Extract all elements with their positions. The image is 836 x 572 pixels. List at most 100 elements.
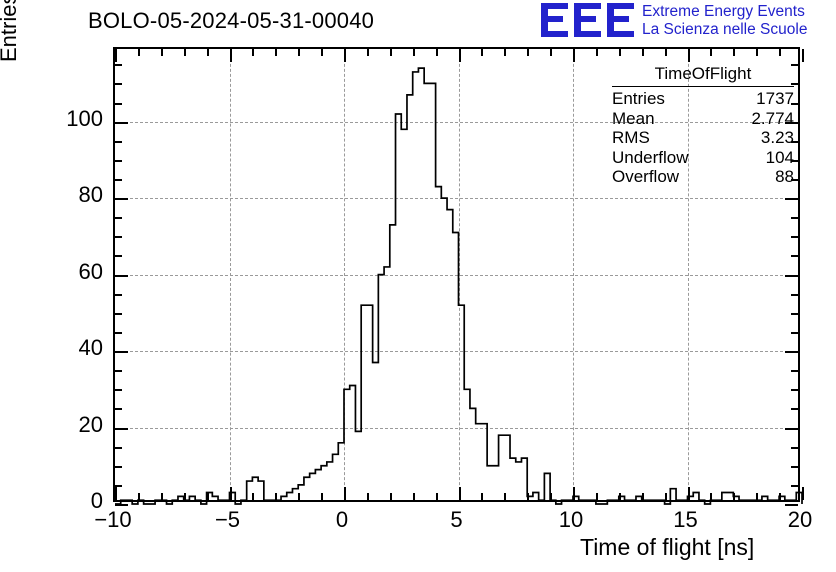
x-tick-minor bbox=[183, 493, 186, 500]
y-tick-label: 40 bbox=[78, 335, 103, 361]
x-tick-label: 10 bbox=[558, 507, 584, 532]
y-tick-minor bbox=[115, 159, 122, 162]
stats-row-value: 104 bbox=[765, 147, 794, 167]
histogram-outline bbox=[115, 67, 803, 505]
x-tick-label: 15 bbox=[673, 507, 698, 532]
y-tick-minor bbox=[115, 255, 122, 258]
x-tick-minor-top bbox=[206, 49, 209, 56]
gridline-horizontal bbox=[115, 274, 798, 276]
y-tick-minor-right bbox=[791, 159, 798, 162]
y-tick-minor-right bbox=[791, 102, 798, 105]
x-tick-label: 5 bbox=[450, 507, 463, 532]
x-tick-major-top bbox=[687, 49, 690, 62]
y-tick-minor bbox=[115, 217, 122, 220]
stats-title: TimeOfFlight bbox=[654, 64, 752, 83]
y-tick-major bbox=[115, 427, 128, 430]
x-tick-minor bbox=[298, 493, 301, 500]
gridline-vertical bbox=[573, 49, 574, 500]
stats-divider bbox=[612, 86, 794, 87]
y-tick-minor bbox=[115, 408, 122, 411]
y-tick-major-right bbox=[785, 121, 798, 124]
y-tick-minor bbox=[115, 331, 122, 334]
y-tick-minor-right bbox=[791, 293, 798, 296]
stats-row-label: Mean bbox=[612, 108, 655, 128]
x-tick-major bbox=[687, 487, 690, 500]
y-tick-minor bbox=[115, 140, 122, 143]
x-tick-minor bbox=[275, 493, 278, 500]
x-tick-label: −10 bbox=[94, 507, 132, 532]
x-tick-major-top bbox=[344, 49, 346, 62]
x-tick-minor-top bbox=[641, 49, 644, 56]
x-tick-minor-top bbox=[275, 49, 278, 56]
stats-row: Underflow 104 bbox=[612, 148, 794, 168]
x-tick-major-top bbox=[573, 49, 575, 62]
y-tick-major bbox=[115, 121, 128, 124]
stats-row-value: 1737 bbox=[756, 89, 794, 108]
y-tick-minor bbox=[115, 370, 122, 373]
gridline-horizontal bbox=[115, 121, 798, 123]
x-tick-major-top bbox=[458, 49, 461, 62]
y-tick-minor bbox=[115, 484, 122, 487]
gridline-vertical bbox=[344, 49, 345, 500]
stats-row-label: Overflow bbox=[612, 167, 680, 186]
y-tick-minor bbox=[115, 312, 122, 315]
y-tick-minor bbox=[115, 236, 122, 239]
stats-row-value: 3.23 bbox=[760, 128, 794, 147]
x-tick-minor-top bbox=[252, 49, 255, 56]
page-title: BOLO-05-2024-05-31-00040 bbox=[88, 8, 375, 33]
y-tick-label: 80 bbox=[78, 182, 103, 208]
x-tick-label: −5 bbox=[214, 507, 241, 532]
x-tick-minor bbox=[160, 493, 163, 500]
stats-row: RMS 3.23 bbox=[612, 128, 794, 148]
y-tick-major-right bbox=[785, 427, 798, 430]
x-tick-major bbox=[229, 487, 232, 500]
x-tick-minor-top bbox=[137, 49, 140, 56]
y-tick-major bbox=[115, 198, 128, 201]
histogram-series bbox=[115, 67, 803, 505]
stats-row-label: Underflow bbox=[612, 147, 689, 167]
y-tick-major bbox=[115, 504, 128, 506]
y-tick-minor-right bbox=[791, 83, 798, 86]
x-tick-major-top bbox=[115, 49, 117, 62]
gridline-horizontal bbox=[115, 427, 798, 429]
x-tick-label: 0 bbox=[335, 507, 349, 532]
y-tick-minor bbox=[115, 64, 122, 67]
gridline-vertical bbox=[229, 49, 231, 500]
x-tick-label: 20 bbox=[787, 507, 813, 532]
y-tick-minor-right bbox=[791, 179, 798, 181]
x-tick-minor-top bbox=[321, 49, 324, 56]
x-tick-minor-top bbox=[160, 49, 163, 56]
x-tick-minor-top bbox=[412, 49, 415, 56]
x-tick-minor bbox=[252, 493, 255, 500]
y-tick-minor-right bbox=[791, 389, 798, 392]
x-tick-major bbox=[458, 487, 461, 500]
x-tick-minor-top bbox=[527, 49, 530, 56]
y-tick-major-right bbox=[785, 198, 798, 201]
gridline-horizontal bbox=[115, 198, 798, 200]
x-tick-minor bbox=[389, 493, 392, 500]
x-tick-minor-top bbox=[733, 49, 736, 56]
y-tick-minor-right bbox=[791, 465, 798, 468]
eee-logo-text: Extreme Energy Events La Scienza nelle S… bbox=[642, 3, 807, 38]
x-tick-minor-top bbox=[298, 49, 301, 56]
x-tick-minor-top bbox=[550, 49, 553, 56]
eee-logo-line2: La Scienza nelle Scuole bbox=[642, 20, 808, 38]
x-tick-major bbox=[573, 487, 575, 500]
y-tick-minor bbox=[115, 83, 122, 86]
stats-row-value: 88 bbox=[775, 167, 794, 186]
stats-box: TimeOfFlight Entries 1737 Mean 2.774 RMS 3.23… bbox=[612, 64, 794, 187]
stats-row: Mean 2.774 bbox=[612, 109, 794, 129]
y-tick-minor-right bbox=[791, 217, 798, 220]
x-tick-major bbox=[344, 487, 346, 500]
x-tick-major-top bbox=[229, 49, 232, 62]
stats-rows: Entries 1737 Mean 2.774 RMS 3.23 Underflow 104 O… bbox=[612, 89, 794, 187]
plot-frame bbox=[113, 47, 804, 506]
x-tick-minor bbox=[435, 493, 438, 500]
x-tick-minor-top bbox=[481, 49, 484, 56]
y-tick-major bbox=[115, 351, 128, 354]
y-axis-title: Entries/bin bbox=[0, 0, 21, 62]
stats-row-label: RMS bbox=[612, 128, 650, 147]
eee-logo-line1: Extreme Energy Events bbox=[642, 3, 805, 20]
x-tick-minor-top bbox=[618, 49, 621, 56]
x-tick-minor bbox=[137, 493, 140, 500]
